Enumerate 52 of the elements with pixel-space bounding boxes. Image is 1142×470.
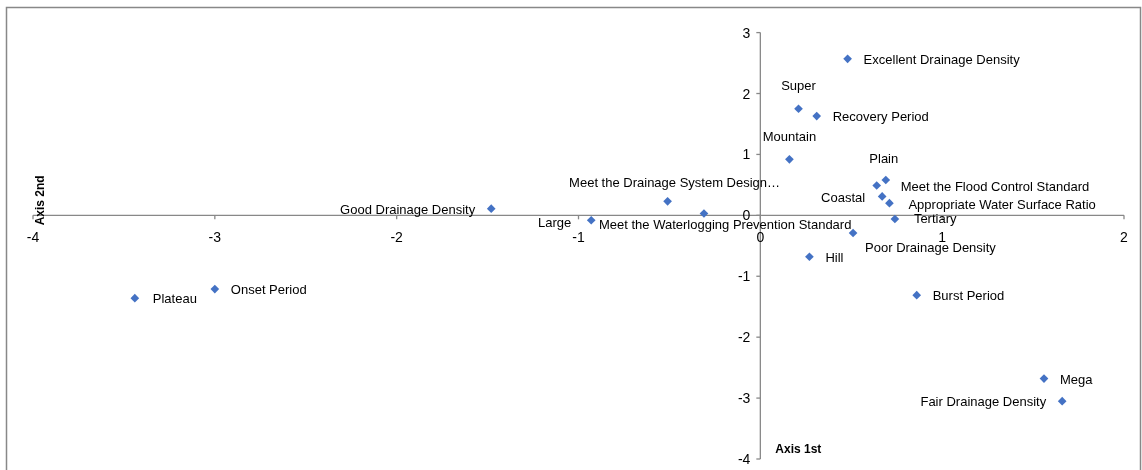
point [210,284,220,294]
y-tick-label: -2 [737,329,751,346]
annotation: Fair Drainage Density [920,394,1047,410]
annotation: Large [537,215,572,231]
annotation: Burst Period [932,288,1005,304]
x-tick-label: -4 [26,229,40,246]
annotation: Mountain [762,129,817,145]
annotation: Plain [869,151,899,167]
annotation: Mega [1059,371,1094,387]
x-tick-label: 1 [938,229,947,246]
y-tick-label: -3 [737,390,751,407]
x-tick-label: 2 [1120,229,1129,246]
annotation: Onset Period [230,282,307,298]
annotation: Super [781,77,817,93]
x-tick-label: -1 [572,229,585,246]
y-tick-label: 3 [742,24,751,41]
point [885,198,894,208]
annotation: Hill [825,249,844,265]
y-tick-label: -4 [737,451,751,467]
point [663,196,672,206]
point [848,228,858,238]
point [794,104,803,114]
y-tick-label: 1 [742,146,751,163]
point [881,175,891,185]
x-tick-label: 0 [756,229,765,246]
annotation: Meet the Flood Control Standard [900,179,1090,195]
annotation: Meet the Drainage System Design… [569,175,781,191]
y-axis-title: Axis 2nd [33,175,47,226]
annotation: Excellent Drainage Density [863,51,1021,67]
point [872,181,882,190]
annotation: Good Drainage Density [340,201,476,217]
point [877,192,887,201]
point [130,293,140,303]
point [812,111,822,121]
point [586,215,596,225]
annotation: Coastal [821,190,866,206]
x-tick-label: -3 [208,229,222,246]
annotation: Plateau [152,291,197,307]
point [486,204,496,213]
annotation: Appropriate Water Surface Ratio [908,197,1096,213]
point [890,214,900,224]
point [843,54,852,64]
x-axis-title: Axis 1st [775,442,822,456]
point [785,154,794,164]
annotation: Tertiary [913,211,958,226]
y-tick-label: 2 [742,85,751,102]
point [805,252,814,262]
point [912,290,922,300]
y-tick-label: -1 [737,268,751,285]
x-tick-label: -2 [390,229,404,246]
annotation: Recovery Period [832,109,929,125]
point [1057,396,1067,406]
